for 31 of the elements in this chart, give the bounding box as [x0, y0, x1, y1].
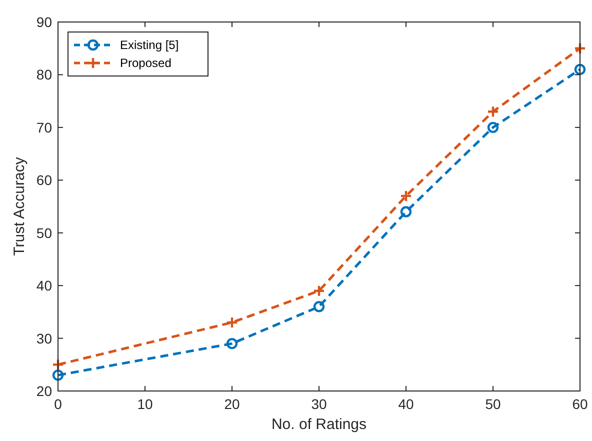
point — [487, 122, 499, 134]
y-tick-label: 40 — [36, 278, 52, 294]
point — [574, 64, 586, 76]
x-tick-label: 20 — [224, 396, 240, 412]
point — [52, 358, 64, 371]
point — [400, 206, 412, 218]
x-tick-label: 30 — [311, 396, 327, 412]
y-tick-label: 80 — [36, 66, 52, 83]
y-tick-label: 30 — [36, 330, 52, 346]
point — [400, 190, 412, 202]
y-tick-label: 70 — [36, 119, 52, 136]
x-tick-label: 60 — [572, 396, 588, 412]
y-tick-label: 50 — [36, 224, 52, 241]
point — [313, 301, 325, 312]
y-axis-title: Trust Accuracy — [11, 156, 28, 256]
x-tick-label: 10 — [137, 396, 153, 412]
point — [486, 106, 500, 118]
x-tick-label: 0 — [54, 396, 62, 412]
y-tick-label: 20 — [36, 383, 52, 399]
point — [52, 370, 64, 381]
point — [312, 284, 326, 297]
x-tick-label: 50 — [485, 396, 501, 412]
point — [574, 42, 586, 54]
y-tick-label: 90 — [36, 14, 52, 30]
point — [226, 338, 238, 350]
y-tick-label: 60 — [36, 172, 52, 188]
x-tick-label: 40 — [398, 396, 414, 412]
legend-label: Proposed — [120, 56, 172, 70]
x-axis-title: No. of Ratings — [271, 416, 367, 433]
legend-label: Existing [5] — [120, 38, 179, 52]
point — [226, 316, 238, 329]
